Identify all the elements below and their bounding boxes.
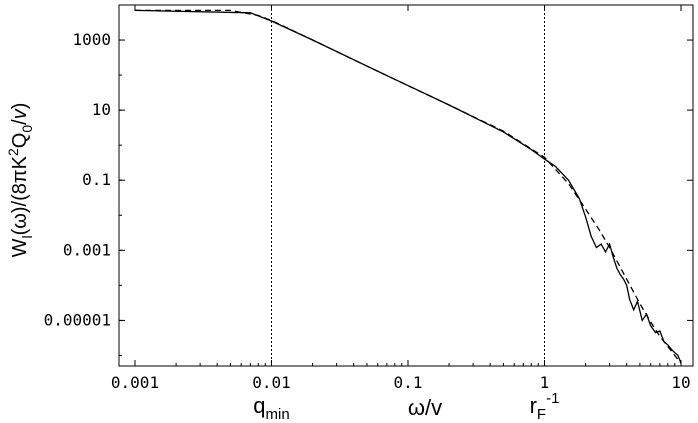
- markers-layer: [271, 5, 545, 366]
- x-ticks: 0.001 0.01 0.1 1 10: [111, 5, 691, 392]
- y-ticks: 1000 10 0.1 0.001 0.00001: [44, 4, 693, 356]
- reference-line-label: rF-1: [530, 390, 560, 423]
- x-tick-label: 10: [671, 373, 690, 392]
- reference-line-label: qmin: [253, 393, 289, 423]
- y-tick-label: 1000: [72, 30, 111, 49]
- x-tick-label: 0.001: [111, 373, 159, 392]
- x-tick-label: 0.01: [252, 373, 291, 392]
- x-axis-label: ω/v: [408, 395, 442, 420]
- x-tick-label: 0.1: [394, 373, 423, 392]
- y-tick-label: 10: [92, 100, 111, 119]
- y-tick-label: 0.001: [63, 240, 111, 259]
- y-tick-label: 0.1: [82, 170, 111, 189]
- solid-series-line: [134, 9, 682, 364]
- dashed-series-line: [135, 9, 682, 364]
- plot-frame: [118, 4, 694, 367]
- y-axis-label: Wl(ω)/(8πK2Q0/v): [5, 103, 35, 258]
- x-tick-label: 1: [540, 373, 550, 392]
- marker-labels: qmin rF-1: [253, 390, 559, 423]
- y-tick-label: 0.00001: [44, 310, 111, 329]
- series-layer: [134, 9, 682, 364]
